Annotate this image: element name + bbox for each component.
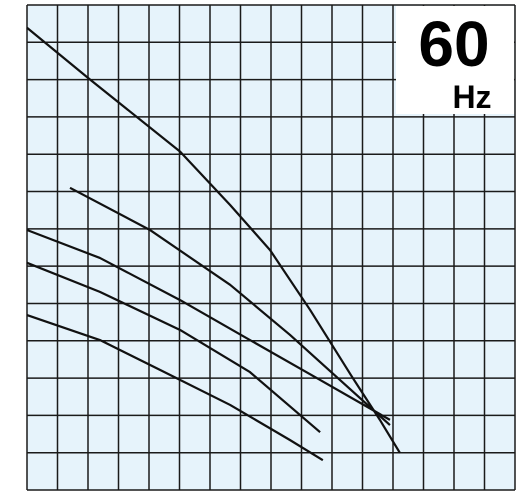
curve bbox=[26, 313, 324, 462]
chart-subtitle: Hz bbox=[452, 79, 491, 115]
chart-title: 60 bbox=[418, 8, 489, 80]
curve bbox=[26, 228, 391, 421]
curve bbox=[26, 26, 401, 454]
badge bbox=[396, 6, 514, 114]
curve bbox=[26, 261, 321, 434]
curve bbox=[69, 186, 391, 426]
